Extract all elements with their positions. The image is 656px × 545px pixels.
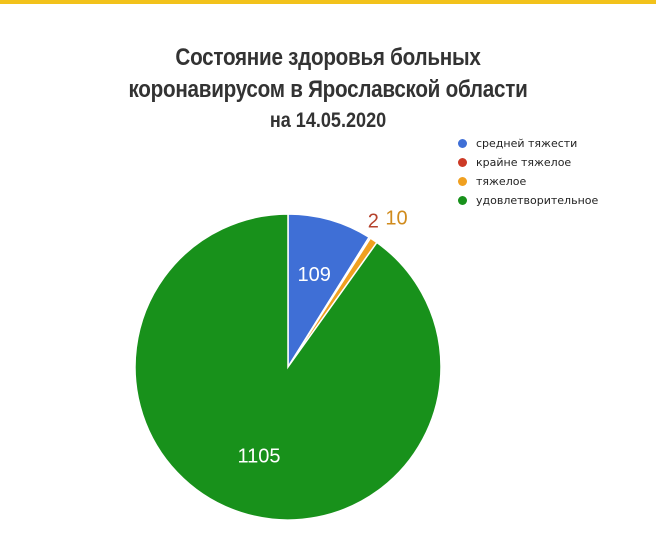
- legend-item-severe: тяжелое: [458, 172, 598, 191]
- legend-label-critical: крайне тяжелое: [476, 156, 572, 169]
- chart-subtitle: на 14.05.2020: [269, 109, 387, 132]
- legend-label-severe: тяжелое: [476, 175, 527, 188]
- legend-item-medium: средней тяжести: [458, 134, 598, 153]
- legend-label-satisfactory: удовлетворительное: [476, 194, 599, 207]
- chart-title-line-2: коронавирусом в Ярославской области: [128, 76, 528, 103]
- chart-legend: средней тяжести крайне тяжелое тяжелое у…: [458, 134, 598, 210]
- legend-swatch-severe: [458, 177, 467, 186]
- pie-label-satisfactory: 1105: [238, 446, 281, 468]
- legend-item-critical: крайне тяжелое: [458, 153, 598, 172]
- pie-slice-satisfactory: [134, 213, 442, 521]
- pie-label-critical: 2: [368, 211, 379, 233]
- legend-label-medium: средней тяжести: [476, 137, 578, 150]
- pie-label-severe: 10: [385, 208, 407, 230]
- chart-title-block: Состояние здоровья больных коронавирусом…: [0, 42, 656, 136]
- legend-swatch-critical: [458, 158, 467, 167]
- legend-item-satisfactory: удовлетворительное: [458, 191, 598, 210]
- legend-swatch-satisfactory: [458, 196, 467, 205]
- top-accent-bar: [0, 0, 656, 4]
- chart-title-line-1: Состояние здоровья больных: [175, 44, 481, 71]
- legend-swatch-medium: [458, 139, 467, 148]
- pie-slice-medium: [287, 213, 371, 370]
- pie-label-medium: 109: [297, 264, 330, 286]
